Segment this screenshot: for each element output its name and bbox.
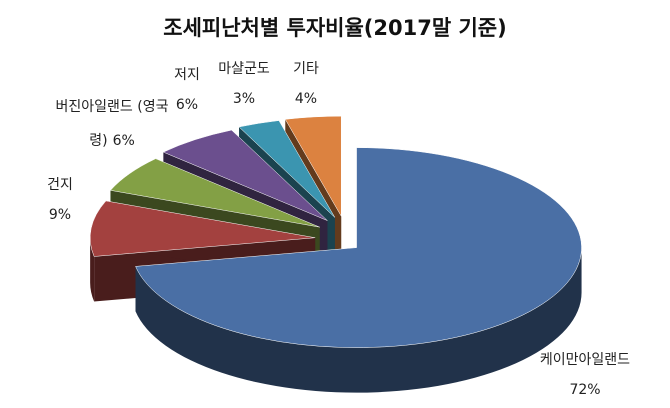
value-label: 3% <box>232 91 256 107</box>
pie-slice <box>135 147 582 393</box>
category-label: 저지 <box>174 67 200 83</box>
slice-top <box>238 120 336 218</box>
slice-top <box>89 200 316 257</box>
data-label: 저지 6% <box>162 60 212 120</box>
value-label: 4% <box>294 91 318 107</box>
slice-top <box>284 115 342 218</box>
category-label: 건지 <box>47 177 73 193</box>
data-label: 건지 9% <box>30 170 90 230</box>
chart-title: 조세피난처별 투자비율(2017말 기준) <box>163 16 507 40</box>
value-label: 6% <box>175 97 199 113</box>
category-label: 케이만아일랜드 <box>539 352 631 368</box>
slice-top <box>109 158 320 228</box>
category-label: 버진아일랜드 (영국령) <box>55 99 169 149</box>
data-label: 기타 4% <box>281 54 331 114</box>
data-label: 케이만아일랜드 72% <box>515 345 655 405</box>
value-label: 9% <box>48 207 72 223</box>
data-label: 버진아일랜드 (영국령) 6% <box>52 90 172 158</box>
slice-top <box>162 129 328 221</box>
slice-side <box>135 247 582 393</box>
slice-top <box>135 147 582 348</box>
value-label: 6% <box>112 133 135 149</box>
category-label: 마샬군도 <box>218 61 270 77</box>
value-label: 72% <box>569 382 601 398</box>
data-label: 마샬군도 3% <box>204 54 284 114</box>
category-label: 기타 <box>293 61 319 77</box>
slice-side <box>90 237 95 302</box>
